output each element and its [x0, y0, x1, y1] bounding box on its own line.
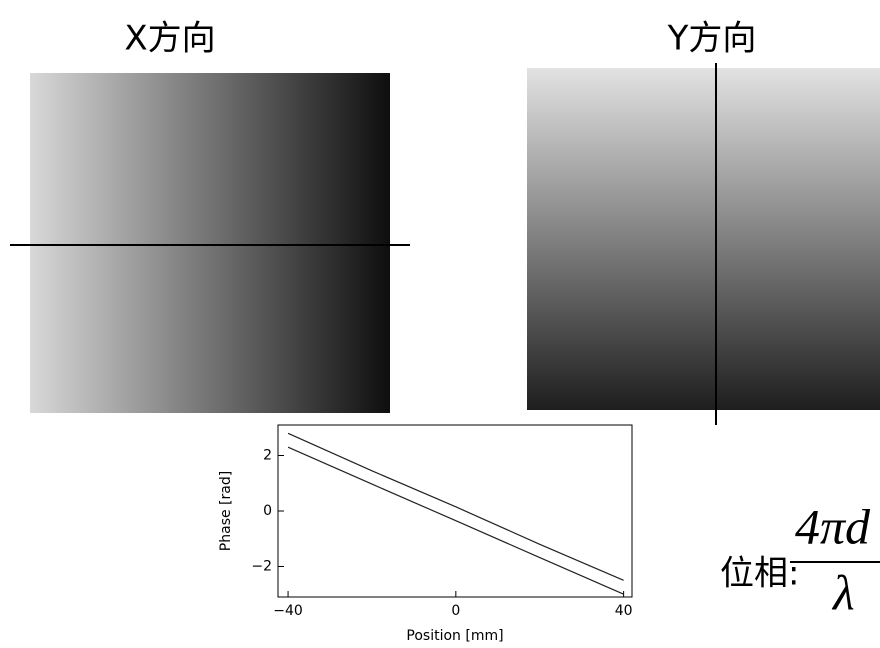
formula-numerator: 4πd [795, 498, 871, 554]
formula-prefix: 位相: [720, 554, 799, 594]
plot-frame [278, 425, 632, 597]
series-line [288, 433, 624, 580]
y-tick-label: −2 [251, 558, 272, 574]
x-tick-label: 0 [451, 603, 460, 619]
x-axis-label: Position [mm] [406, 628, 503, 644]
line-chart: −40 0 40 −2 0 2 Position [mm] Phase [rad] [218, 425, 633, 644]
phase-map-y [527, 68, 880, 410]
heading: Y方向 [667, 19, 757, 59]
phase-map-x [30, 73, 390, 413]
y-tick-label: 2 [263, 448, 272, 464]
x-tick-label: −40 [273, 603, 303, 619]
slide: X方向 Y方向 位相: 4πd λ −40 0 40 −2 0 2 Position [mm… [0, 0, 880, 648]
heading: X方向 [124, 19, 215, 59]
y-tick-label: 0 [263, 503, 272, 519]
y-axis-label: Phase [rad] [218, 471, 234, 551]
formula-denominator: λ [831, 564, 855, 620]
x-tick-label: 40 [615, 603, 633, 619]
slide-canvas: X方向 Y方向 位相: 4πd λ −40 0 40 −2 0 2 Position [mm… [0, 0, 880, 648]
series-line [288, 447, 624, 594]
